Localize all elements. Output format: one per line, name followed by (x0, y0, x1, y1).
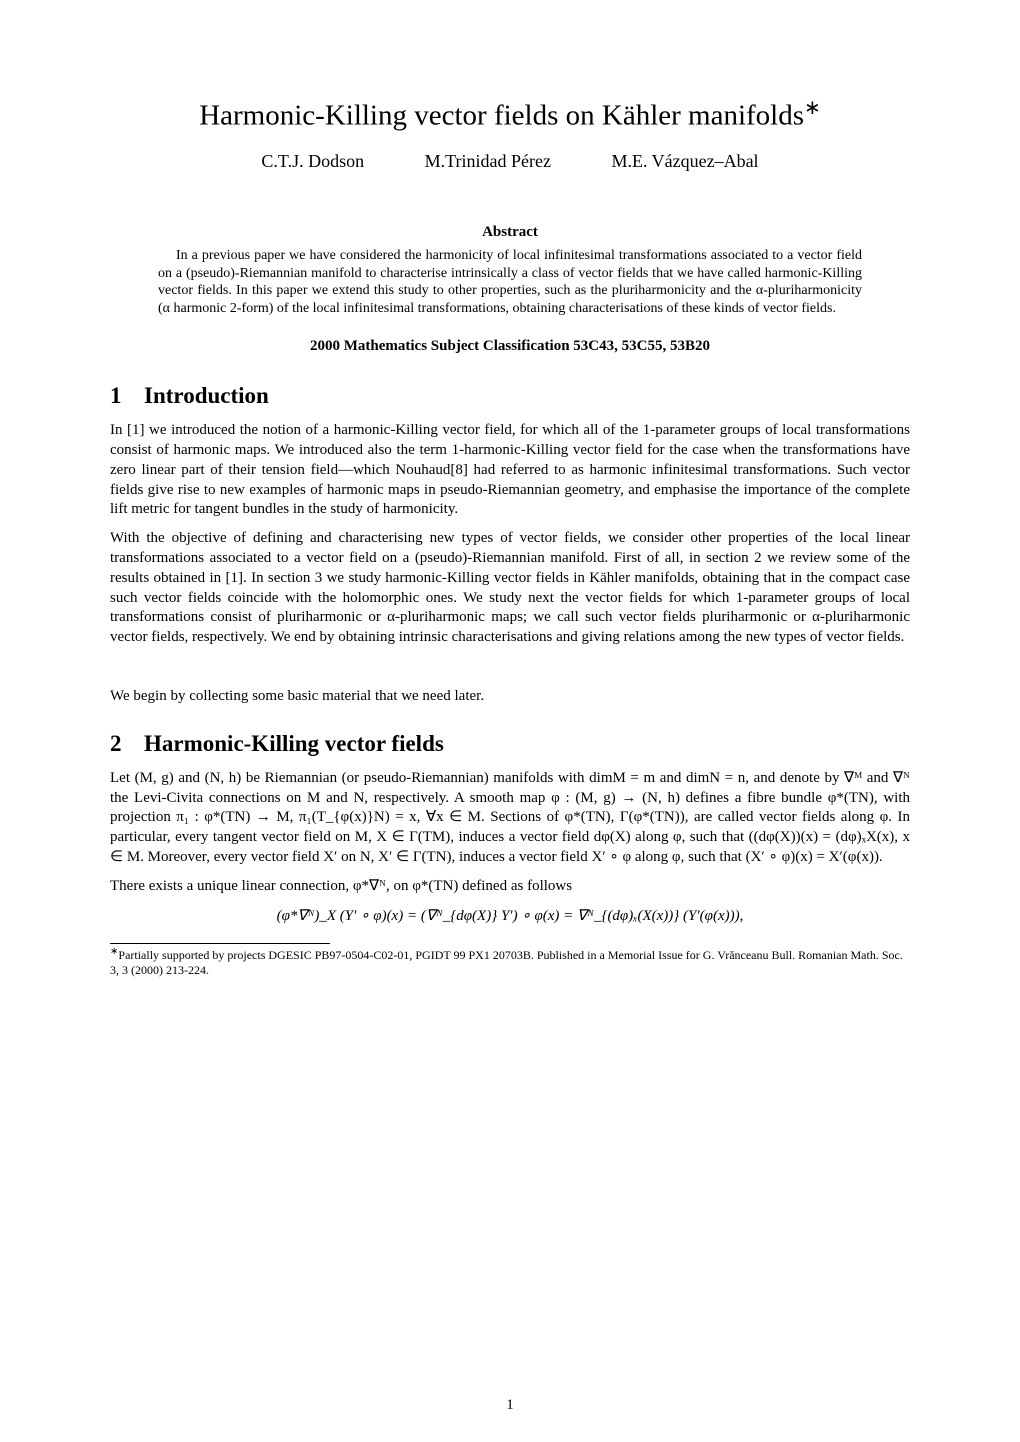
section-2-heading: 2Harmonic-Killing vector fields (110, 731, 910, 757)
vertical-gap (110, 657, 910, 687)
author-line: C.T.J. Dodson M.Trinidad Pérez M.E. Vázq… (110, 151, 910, 172)
author-1: C.T.J. Dodson (261, 151, 364, 172)
sec2-p1: Let (M, g) and (N, h) be Riemannian (or … (110, 769, 910, 868)
footnote: ∗Partially supported by projects DGESIC … (110, 946, 910, 978)
section-1-title: Introduction (144, 383, 269, 408)
abstract-heading: Abstract (110, 224, 910, 241)
footnote-rule (110, 943, 330, 944)
abstract-paragraph: In a previous paper we have considered t… (158, 247, 862, 319)
section-2-number: 2 (110, 731, 144, 757)
footnote-text: Partially supported by projects DGESIC P… (110, 948, 903, 977)
abstract-body: In a previous paper we have considered t… (158, 247, 862, 319)
equation-1: (φ*∇ᴺ)_X (Y′ ∘ φ)(x) = (∇ᴺ_{dφ(X)} Y′) ∘… (110, 906, 910, 925)
sec1-p3: We begin by collecting some basic materi… (110, 687, 910, 707)
title-footnote-marker: ∗ (804, 97, 821, 119)
sec1-p2: With the objective of defining and chara… (110, 529, 910, 648)
sec1-p1: In [1] we introduced the notion of a har… (110, 421, 910, 520)
msc-classification: 2000 Mathematics Subject Classification … (110, 338, 910, 355)
section-1-heading: 1Introduction (110, 383, 910, 409)
section-1-number: 1 (110, 383, 144, 409)
author-2: M.Trinidad Pérez (425, 151, 551, 172)
title-text: Harmonic-Killing vector fields on Kähler… (199, 100, 804, 132)
paper-title: Harmonic-Killing vector fields on Kähler… (110, 95, 910, 133)
sec2-p2: There exists a unique linear connection,… (110, 877, 910, 897)
author-3: M.E. Vázquez–Abal (611, 151, 758, 172)
page-number: 1 (0, 1397, 1020, 1414)
page: Harmonic-Killing vector fields on Kähler… (0, 0, 1020, 1442)
section-2-title: Harmonic-Killing vector fields (144, 731, 444, 756)
